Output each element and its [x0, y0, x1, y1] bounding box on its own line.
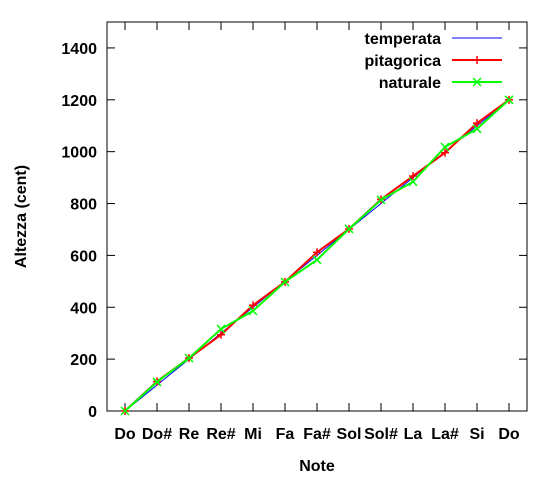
data-point-naturale	[504, 95, 514, 105]
data-point-naturale	[440, 142, 450, 152]
data-point-pitagorica	[441, 148, 449, 157]
legend: temperata pitagorica naturale	[365, 31, 502, 92]
legend-label: temperata	[365, 31, 442, 48]
plot-area-frame	[106, 21, 528, 412]
data-point-naturale	[472, 124, 482, 134]
data-point-naturale	[344, 224, 354, 234]
data-point-pitagorica	[409, 172, 417, 181]
y-axis-label: Altezza (cent)	[13, 165, 30, 268]
y-tick-label: 800	[70, 197, 97, 214]
y-tick-label: 400	[70, 300, 97, 317]
data-point-naturale	[408, 177, 418, 187]
y-tick-label: 600	[70, 248, 97, 265]
x-tick-label: Fa#	[303, 426, 331, 443]
legend-marker	[473, 56, 481, 64]
legend-label: pitagorica	[365, 53, 442, 70]
x-tick-label: Do#	[142, 426, 172, 443]
x-tick-label: Fa	[276, 426, 295, 443]
legend-label: naturale	[379, 75, 441, 92]
data-point-pitagorica	[249, 301, 257, 310]
data-point-naturale	[184, 353, 194, 363]
data-point-pitagorica	[313, 248, 321, 257]
series-naturale	[120, 95, 514, 416]
x-tick-label: Re	[179, 426, 200, 443]
data-point-naturale	[280, 277, 290, 287]
x-tick-label: Re#	[206, 426, 235, 443]
data-point-naturale	[376, 195, 386, 205]
y-tick-label: 1400	[61, 41, 97, 58]
y-axis: 0 200 400 600 800 1000 1200 1400	[61, 41, 527, 421]
data-point-naturale	[312, 255, 322, 265]
x-tick-label: Si	[469, 426, 484, 443]
data-point-naturale	[152, 377, 162, 387]
x-tick-label: La#	[431, 426, 459, 443]
x-tick-label: Do	[114, 426, 136, 443]
data-point-pitagorica	[217, 330, 225, 339]
x-axis-label: Note	[299, 458, 335, 475]
data-point-naturale	[216, 324, 226, 334]
x-tick-label: Sol	[337, 426, 362, 443]
data-point-pitagorica	[473, 119, 481, 128]
legend-marker	[472, 77, 482, 87]
x-axis: Do Do# Re Re# Mi Fa Fa# Sol Sol# La La# Si Do	[114, 22, 520, 443]
y-tick-label: 1000	[61, 145, 97, 162]
y-tick-label: 200	[70, 352, 97, 369]
x-tick-label: Sol#	[364, 426, 398, 443]
y-tick-label: 0	[88, 404, 97, 421]
x-tick-label: Mi	[244, 426, 262, 443]
data-point-naturale	[248, 306, 258, 316]
y-tick-label: 1200	[61, 93, 97, 110]
x-tick-label: Do	[498, 426, 520, 443]
data-point-naturale	[120, 406, 130, 416]
x-tick-label: La	[404, 426, 423, 443]
series-layer	[120, 95, 514, 416]
